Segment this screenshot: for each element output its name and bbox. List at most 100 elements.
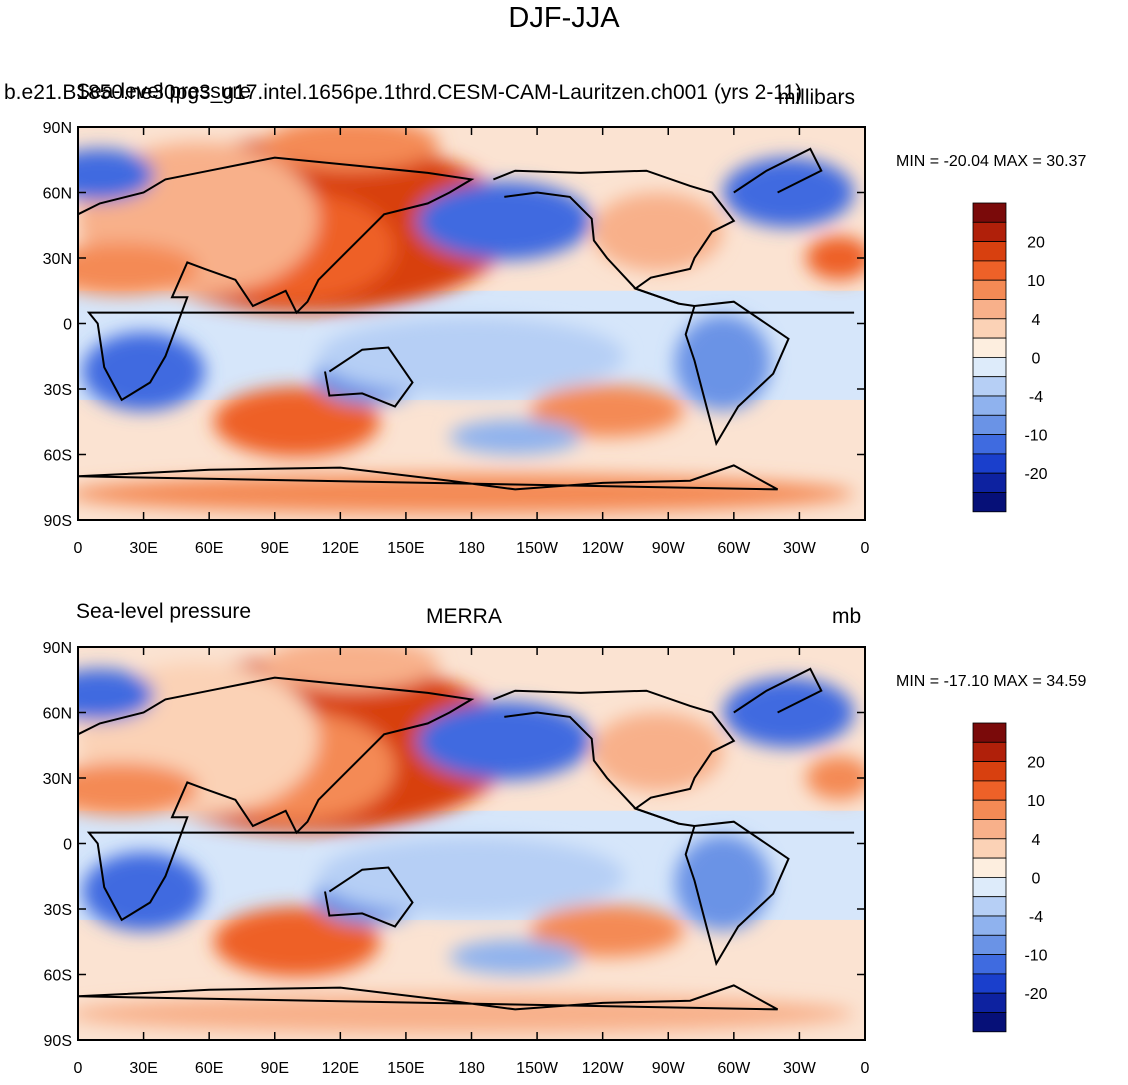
colorbar-swatch xyxy=(972,1012,1007,1033)
colorbar-swatch xyxy=(972,876,1007,898)
pressure-anomaly-region xyxy=(78,668,155,722)
lat-tick-label: 90N xyxy=(43,640,72,657)
colorbar-swatch xyxy=(972,453,1007,474)
pressure-anomaly-region xyxy=(449,939,581,975)
lat-tick-label: 90N xyxy=(43,120,72,137)
colorbar-swatch xyxy=(972,973,1007,994)
panel-2-minmax: MIN = -17.10 MAX = 34.59 xyxy=(896,673,1086,691)
lon-tick-label: 150W xyxy=(516,1060,559,1077)
colorbar-swatch xyxy=(972,934,1007,956)
panel-1-min: MIN = -20.04 xyxy=(896,153,989,170)
lon-tick-label: 0 xyxy=(861,1060,870,1077)
coastline xyxy=(78,464,779,491)
colorbar-swatch xyxy=(972,414,1007,436)
pressure-anomaly-region xyxy=(416,701,592,781)
colorbar-2: 20 10 4 0 -4 -10 -20 xyxy=(972,722,1048,1033)
pressure-anomaly-region xyxy=(78,762,199,816)
colorbar-swatch xyxy=(972,954,1007,975)
lon-tick-label: 90W xyxy=(652,1060,686,1077)
lat-tick-label: 90S xyxy=(44,513,72,530)
lon-tick-label: 30W xyxy=(783,540,817,557)
panel-1-minmax: MIN = -20.04 MAX = 30.37 xyxy=(896,153,1086,171)
colorbar-swatch xyxy=(972,376,1007,397)
lon-tick-label: 60W xyxy=(717,1060,751,1077)
lon-tick-label: 180 xyxy=(458,1060,485,1077)
lon-tick-label: 30E xyxy=(129,540,157,557)
colorbar-label: -4 xyxy=(1029,909,1043,926)
colorbar-swatch xyxy=(972,434,1007,455)
pressure-anomaly-region xyxy=(449,419,581,455)
lon-tick-label: 120E xyxy=(322,1060,359,1077)
lon-tick-label: 60E xyxy=(195,1060,223,1077)
pressure-anomaly-region xyxy=(805,236,865,280)
colorbar-swatch xyxy=(972,799,1007,820)
colorbar-swatch xyxy=(972,915,1007,936)
panel-1-units: millibars xyxy=(778,86,856,109)
coastline xyxy=(324,866,414,928)
colorbar-1: 20 10 4 0 -4 -10 -20 xyxy=(972,202,1048,513)
colorbar-swatch xyxy=(972,472,1007,493)
colorbar-swatch xyxy=(972,279,1007,300)
lon-tick-label: 90E xyxy=(261,540,289,557)
panel-2-center-title: MERRA xyxy=(426,605,502,628)
colorbar-swatch xyxy=(972,337,1007,358)
colorbar-swatch xyxy=(972,395,1007,416)
lat-tick-label: 60S xyxy=(44,968,72,985)
lat-tick-label: 30S xyxy=(44,902,72,919)
lon-tick-label: 180 xyxy=(458,540,485,557)
lat-tick-label: 60N xyxy=(43,186,72,203)
colorbar-swatch xyxy=(972,780,1007,801)
lon-tick-label: 0 xyxy=(74,540,83,557)
panel-2-left-title: Sea-level pressure xyxy=(76,600,252,623)
colorbar-swatch xyxy=(972,857,1007,878)
pressure-anomaly-region xyxy=(591,712,723,792)
pressure-anomaly-region xyxy=(263,647,439,691)
model-slp-map: 0 30E 60E 90E 120E 150E 180 150W 120W 90W 60W 30W 09… xyxy=(43,120,870,557)
pressure-anomaly-region xyxy=(530,904,684,958)
colorbar-label: 4 xyxy=(1032,312,1041,329)
pressure-anomaly-region xyxy=(318,836,625,916)
colorbar-label: -20 xyxy=(1024,986,1047,1003)
lat-tick-label: 60N xyxy=(43,706,72,723)
lon-tick-label: 0 xyxy=(74,1060,83,1077)
pressure-anomaly-region xyxy=(213,906,380,977)
pressure-anomaly-region xyxy=(318,316,625,396)
pressure-anomaly-region xyxy=(78,994,854,1034)
panel-1-max: MAX = 30.37 xyxy=(993,153,1087,170)
lon-tick-label: 120E xyxy=(322,540,359,557)
colorbar-swatch xyxy=(972,492,1007,513)
pressure-anomaly-region xyxy=(416,181,592,261)
lat-tick-label: 60S xyxy=(44,448,72,465)
colorbar-label: -20 xyxy=(1024,466,1047,483)
colorbar-swatch xyxy=(972,761,1007,782)
colorbar-label: 10 xyxy=(1027,793,1045,810)
coastline xyxy=(504,191,680,305)
colorbar-label: -4 xyxy=(1029,389,1043,406)
pressure-anomaly-region xyxy=(263,127,439,171)
colorbar-label: 4 xyxy=(1032,832,1041,849)
colorbar-swatch xyxy=(972,356,1007,378)
panel-2-units: mb xyxy=(832,605,862,628)
coastlines xyxy=(78,147,855,491)
panel-1-left-title: Sea-level pressure xyxy=(76,80,252,103)
lon-tick-label: 0 xyxy=(861,540,870,557)
colorbar-swatch xyxy=(972,221,1007,242)
colorbar-swatch xyxy=(972,202,1007,223)
colorbar-swatch xyxy=(972,722,1007,743)
coastline xyxy=(78,156,855,402)
lat-tick-label: 0 xyxy=(63,837,72,854)
colorbar-swatch xyxy=(972,819,1007,840)
pressure-anomaly-region xyxy=(78,474,854,514)
lon-tick-label: 90E xyxy=(261,1060,289,1077)
panel-1-case-title: b.e21.B1850.ne30pg3_g17.intel.1656pe.1th… xyxy=(4,81,803,104)
pressure-anomaly-region xyxy=(805,756,865,800)
panel-2-min: MIN = -17.10 xyxy=(896,673,989,690)
coastline xyxy=(78,676,855,922)
colorbar-label: 0 xyxy=(1032,350,1041,367)
lat-tick-label: 30N xyxy=(43,771,72,788)
coastlines xyxy=(78,667,855,1011)
coastline xyxy=(504,711,680,825)
colorbar-label: -10 xyxy=(1024,428,1047,445)
lon-tick-label: 150E xyxy=(387,540,424,557)
figure-title: DJF-JJA xyxy=(508,2,620,34)
